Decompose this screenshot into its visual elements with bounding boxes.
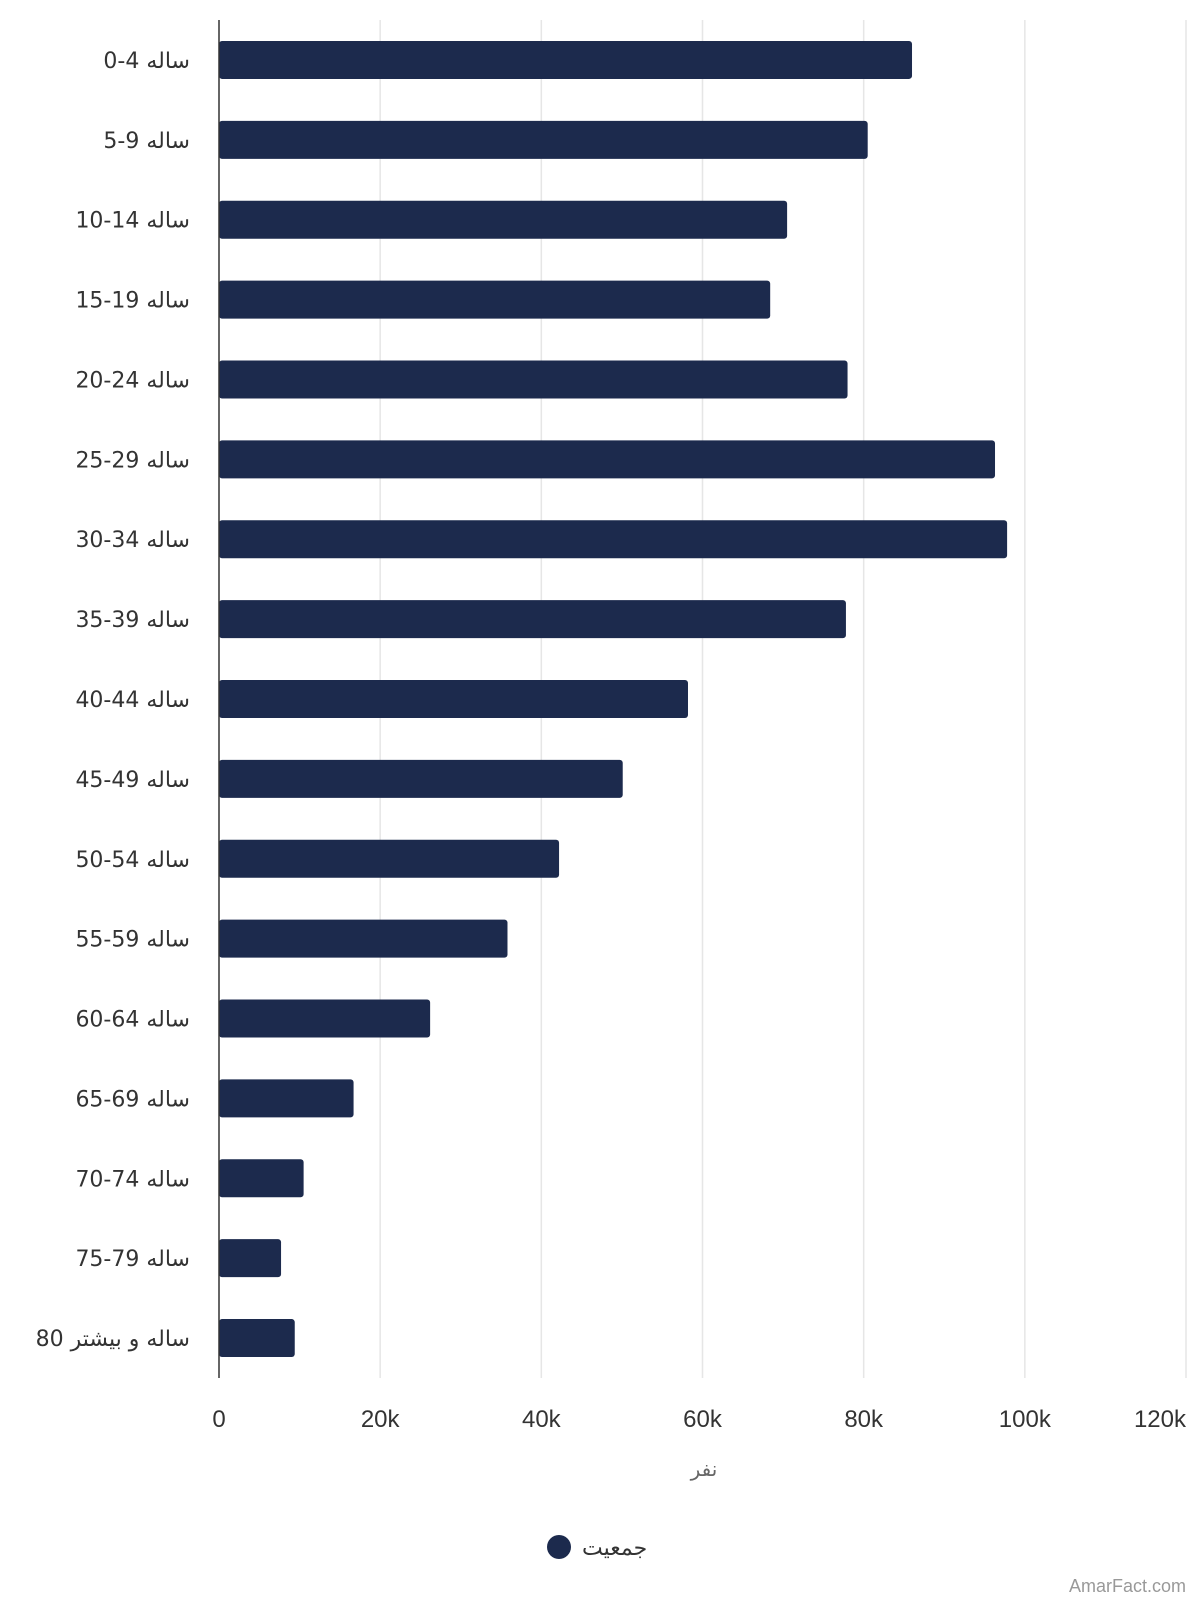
category-labels: 0-4 ساله 5-9 ساله 10-14 ساله 15-19 ساله 20-2…	[36, 49, 190, 1352]
category-label: 5-9 ساله	[103, 129, 190, 154]
bar	[219, 1239, 282, 1278]
category-label: 35-39 ساله	[75, 608, 190, 633]
bar	[219, 520, 1008, 559]
category-label: 30-34 ساله	[75, 528, 190, 553]
x-tick-label: 120k	[1134, 1406, 1187, 1433]
bar	[219, 280, 771, 319]
bar	[219, 680, 688, 718]
bar	[219, 1159, 304, 1198]
category-label: 15-19 ساله	[75, 289, 190, 314]
legend-marker	[547, 1535, 571, 1559]
x-tick-label: 0	[212, 1406, 225, 1433]
bar	[219, 120, 868, 159]
legend: جمعیت	[547, 1535, 647, 1561]
category-label: 0-4 ساله	[103, 49, 190, 74]
category-label: 80 ساله و بیشتر	[36, 1327, 190, 1352]
bar	[219, 839, 560, 878]
category-label: 60-64 ساله	[75, 1008, 190, 1033]
bar	[219, 40, 913, 79]
category-label: 55-59 ساله	[75, 928, 190, 953]
bar	[219, 999, 431, 1038]
category-label: 20-24 ساله	[75, 368, 190, 393]
grid-lines	[379, 20, 1187, 1378]
x-tick-labels: 0 20k 40k 60k 80k 100k 120k	[212, 1406, 1187, 1433]
bar	[219, 1319, 295, 1358]
bar	[219, 759, 623, 798]
x-tick-label: 80k	[844, 1406, 884, 1433]
x-tick-label: 60k	[683, 1406, 723, 1433]
legend-label: جمعیت	[582, 1536, 647, 1561]
x-tick-label: 100k	[999, 1406, 1052, 1433]
bar	[219, 440, 996, 479]
bar	[219, 1079, 354, 1118]
x-axis-title: نفر	[690, 1457, 718, 1481]
category-label: 45-49 ساله	[75, 768, 190, 793]
x-tick-label: 20k	[361, 1406, 401, 1433]
category-label: 65-69 ساله	[75, 1087, 190, 1112]
x-tick-label: 40k	[522, 1406, 562, 1433]
credit-text: AmarFact.com	[1069, 1576, 1186, 1596]
category-label: 50-54 ساله	[75, 848, 190, 873]
bars	[219, 40, 1008, 1358]
bar	[219, 600, 846, 639]
category-label: 25-29 ساله	[75, 448, 190, 473]
category-label: 10-14 ساله	[75, 209, 190, 234]
bar	[219, 360, 848, 399]
category-label: 40-44 ساله	[75, 688, 190, 713]
bar	[219, 919, 508, 958]
category-label: 70-74 ساله	[75, 1167, 190, 1192]
bar	[219, 200, 788, 239]
category-label: 75-79 ساله	[75, 1247, 190, 1272]
